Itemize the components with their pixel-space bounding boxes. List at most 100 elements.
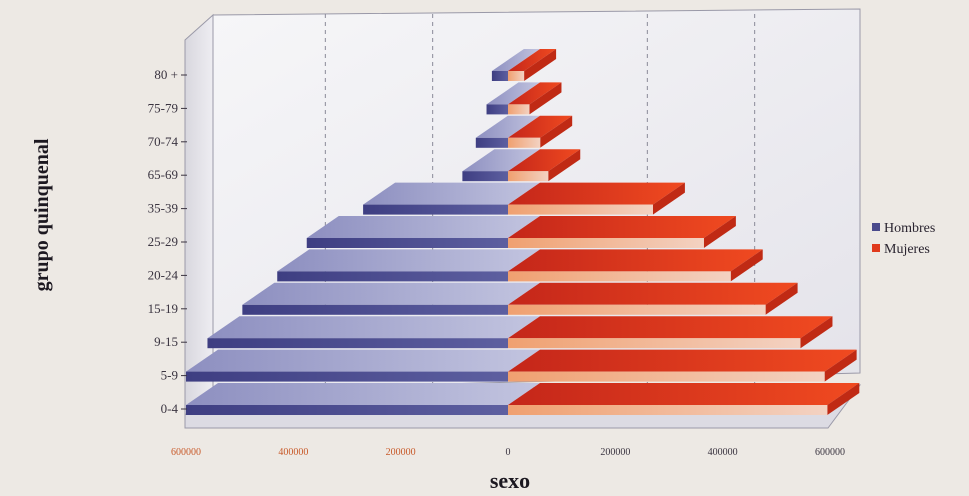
x-tick-label-left-0: 600000: [171, 447, 201, 458]
bar-top: [508, 115, 573, 138]
bar-side: [703, 216, 736, 248]
bar-hombres-65-69: [462, 149, 540, 182]
bar-front: [508, 204, 653, 215]
bar-hombres-70-74: [475, 115, 540, 148]
bar-hombres-20-24: [277, 249, 540, 282]
bar-side: [824, 349, 857, 382]
bar-mujeres-65-69: [508, 149, 581, 182]
bar-front: [486, 104, 508, 115]
bar-top: [508, 82, 562, 105]
bar-front: [508, 405, 828, 415]
bar-side: [529, 82, 562, 115]
bar-front: [508, 171, 549, 182]
bar-top: [491, 49, 540, 71]
bar-top: [508, 383, 860, 405]
x-tick-label-left-1: 400000: [278, 447, 308, 458]
bar-top: [242, 282, 540, 305]
bar-front: [508, 104, 530, 115]
bar-front: [363, 204, 508, 215]
bar-side: [800, 316, 833, 349]
bar-top: [306, 216, 540, 238]
bar-side: [540, 115, 573, 148]
bar-front: [242, 304, 508, 315]
bar-mujeres-5-9: [508, 349, 857, 382]
bar-top: [508, 216, 736, 238]
side-wall: [184, 13, 214, 417]
legend-label-hombres: Hombres: [884, 221, 935, 236]
bar-front: [508, 371, 825, 382]
x-tick-label-left-2: 200000: [386, 447, 416, 458]
bar-front: [277, 271, 508, 282]
y-tick-label-70-74: 70-74: [148, 134, 179, 149]
bar-front: [306, 238, 508, 248]
y-tick-label-5-9: 5-9: [161, 368, 178, 383]
bar-mujeres-75-79: [508, 82, 562, 115]
bar-side: [548, 149, 581, 182]
bar-mujeres-25-29: [508, 216, 736, 248]
bar-top: [508, 249, 763, 272]
bar-top: [363, 182, 540, 205]
bar-side: [652, 182, 685, 215]
bar-top: [508, 316, 833, 339]
bar-hombres-35-39: [363, 182, 540, 215]
y-tick-label-15-19: 15-19: [148, 301, 178, 316]
bar-side: [765, 282, 798, 315]
y-tick-label-65-69: 65-69: [148, 167, 178, 182]
bar-top: [475, 115, 540, 138]
bar-top: [508, 349, 857, 372]
y-tick-label-35-39: 35-39: [148, 201, 178, 216]
bar-hombres-75-79: [486, 82, 540, 115]
y-tick-label-9-15: 9-15: [154, 334, 178, 349]
bar-mujeres-0-4: [508, 383, 860, 415]
bar-front: [508, 338, 801, 349]
legend-swatch-mujeres: [872, 244, 880, 252]
bar-front: [508, 137, 541, 148]
bar-top: [508, 49, 557, 71]
bar-front: [508, 271, 731, 282]
bar-hombres-9-15: [207, 316, 540, 349]
bar-front: [462, 171, 508, 182]
x-tick-label-right-0: 0: [506, 447, 511, 458]
bar-top: [186, 349, 540, 372]
bar-side: [524, 49, 557, 81]
bar-mujeres-20-24: [508, 249, 763, 282]
x-axis-title: sexo: [490, 468, 530, 493]
bar-front: [508, 71, 525, 81]
y-tick-label-75-79: 75-79: [148, 100, 178, 115]
bar-side: [730, 249, 763, 282]
bar-front: [508, 304, 766, 315]
y-tick-label-25-29: 25-29: [148, 234, 178, 249]
bar-mujeres-70-74: [508, 115, 573, 148]
bar-front: [186, 371, 508, 382]
y-axis-title: grupo quinquenal: [31, 138, 53, 291]
bar-side: [827, 383, 860, 415]
bar-front: [491, 71, 508, 81]
bar-mujeres-15-19: [508, 282, 798, 315]
bar-mujeres-9-15: [508, 316, 833, 349]
bar-front: [186, 405, 508, 415]
tick-labels: 0-4 5-9 9-15 15-19 20-24 25-29 35-39 65-69 70-74…: [148, 67, 845, 458]
y-tick-label-20-24: 20-24: [148, 267, 179, 282]
bar-mujeres-80 +: [508, 49, 557, 81]
bar-hombres-15-19: [242, 282, 540, 315]
bar-top: [207, 316, 540, 339]
bar-top: [186, 383, 540, 405]
bar-front: [508, 238, 704, 248]
x-tick-label-right-3: 600000: [815, 447, 845, 458]
y-tick-label-80 +: 80 +: [154, 67, 178, 82]
bar-top: [277, 249, 540, 272]
y-tick-label-0-4: 0-4: [161, 401, 179, 416]
bar-hombres-80 +: [491, 49, 540, 81]
bar-top: [508, 149, 581, 172]
bar-mujeres-35-39: [508, 182, 685, 215]
bar-top: [508, 282, 798, 305]
bar-top: [462, 149, 540, 172]
bars: [186, 49, 860, 415]
legend-label-mujeres: Mujeres: [884, 242, 930, 257]
bar-hombres-0-4: [186, 383, 540, 415]
bar-front: [475, 137, 508, 148]
x-tick-label-right-2: 400000: [708, 447, 738, 458]
x-tick-label-right-1: 200000: [600, 447, 630, 458]
bar-front: [207, 338, 508, 349]
